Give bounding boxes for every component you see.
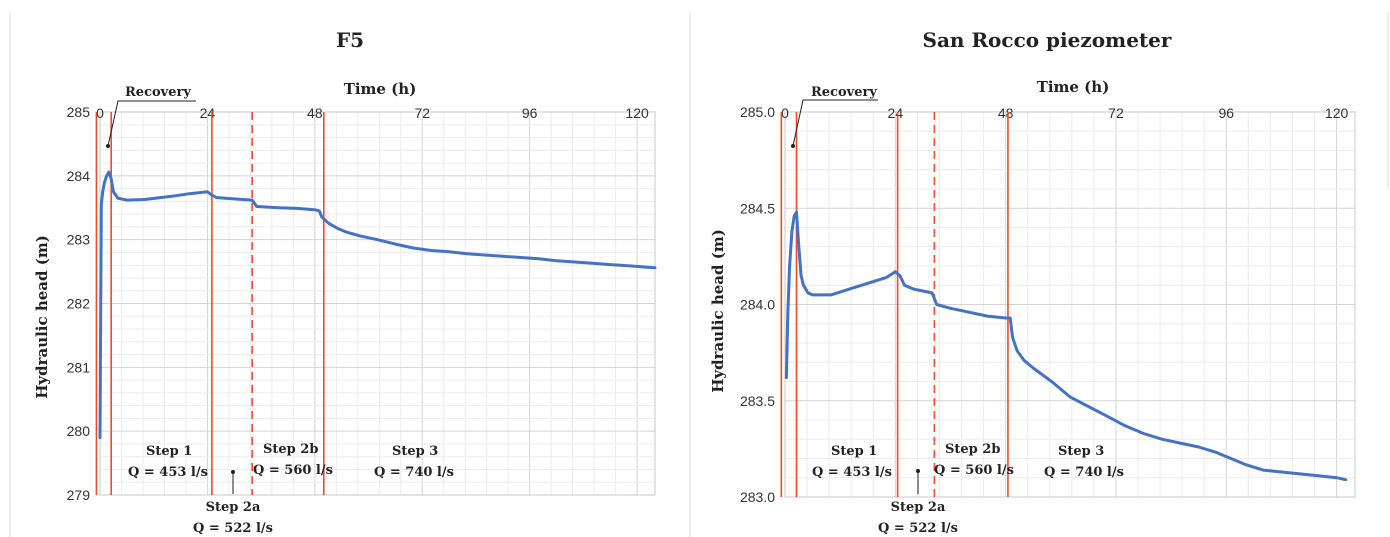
chart-f5-step2a-dot: [231, 470, 235, 474]
chart-f5: F5 Time (h) Hydraulic head (m) 0 24 48 72 96…: [33, 28, 657, 536]
chart-f5-step1-label: Step 1: [146, 444, 192, 459]
chart-f5-step2a-rate: Q = 522 l/s: [193, 521, 273, 536]
chart-san-rocco: San Rocco piezometer Time (h) Hydraulic …: [709, 28, 1356, 536]
chart-san-rocco-y-ticks: 283.0 283.5 284.0 284.5 285.0: [740, 104, 775, 505]
chart-f5-step1-rate: Q = 453 l/s: [128, 465, 208, 480]
chart-san-rocco-x-axis-label: Time (h): [1037, 78, 1110, 96]
chart-f5-step-lines: [95, 112, 325, 495]
chart-san-rocco-x-tick-label: 72: [1108, 105, 1124, 121]
chart-san-rocco-x-ticks: 0 24 48 72 96 120: [781, 105, 1348, 121]
chart-san-rocco-recovery-label: Recovery: [811, 85, 877, 100]
chart-san-rocco-step2b-rate: Q = 560 l/s: [934, 463, 1014, 478]
chart-f5-step3-label: Step 3: [392, 444, 438, 459]
chart-san-rocco-step2b-label: Step 2b: [945, 442, 1000, 457]
chart-san-rocco-step3-rate: Q = 740 l/s: [1044, 465, 1124, 480]
chart-f5-y-tick-label: 279: [67, 487, 91, 503]
chart-f5-step2b-label: Step 2b: [263, 442, 318, 457]
chart-f5-x-tick-label: 24: [200, 105, 216, 121]
chart-san-rocco-recovery-leader: [792, 99, 878, 147]
chart-f5-grid: [99, 111, 655, 496]
chart-f5-step2a-label: Step 2a: [206, 500, 261, 515]
chart-san-rocco-x-tick-label: 120: [1325, 105, 1349, 121]
chart-f5-x-tick-label: 48: [307, 105, 323, 121]
chart-f5-y-tick-label: 285: [67, 104, 91, 120]
chart-san-rocco-x-tick-label: 48: [998, 105, 1014, 121]
chart-f5-y-tick-label: 281: [67, 359, 91, 375]
chart-f5-y-tick-label: 283: [67, 232, 91, 248]
chart-f5-x-tick-label: 120: [625, 105, 649, 121]
chart-f5-y-tick-label: 282: [67, 296, 91, 312]
chart-san-rocco-y-tick-label: 284.0: [740, 297, 775, 313]
chart-san-rocco-y-axis-label: Hydraulic head (m): [709, 229, 727, 393]
chart-f5-y-ticks: 279 280 281 282 283 284 285: [67, 104, 91, 503]
chart-f5-recovery-dot: [106, 144, 110, 148]
chart-san-rocco-x-tick-label: 96: [1219, 105, 1235, 121]
chart-san-rocco-recovery-dot: [791, 144, 795, 148]
chart-f5-y-tick-label: 280: [67, 423, 91, 439]
chart-san-rocco-step-lines: [780, 112, 1009, 497]
chart-san-rocco-title: San Rocco piezometer: [923, 28, 1172, 52]
chart-san-rocco-step1-rate: Q = 453 l/s: [812, 465, 892, 480]
chart-san-rocco-series-line: [784, 210, 1348, 482]
chart-f5-recovery-leader: [107, 100, 196, 147]
chart-f5-x-tick-label: 72: [414, 105, 430, 121]
chart-f5-x-tick-label: 0: [96, 105, 104, 121]
chart-san-rocco-y-tick-label: 283.5: [740, 393, 775, 409]
chart-san-rocco-x-tick-label: 24: [888, 105, 904, 121]
chart-san-rocco-step1-label: Step 1: [831, 444, 877, 459]
chart-f5-x-ticks: 0 24 48 72 96 120: [96, 105, 649, 121]
chart-f5-step2b-rate: Q = 560 l/s: [253, 463, 333, 478]
chart-san-rocco-y-tick-label: 283.0: [740, 489, 775, 505]
chart-f5-step3-rate: Q = 740 l/s: [374, 465, 454, 480]
chart-f5-title: F5: [336, 28, 364, 52]
chart-san-rocco-grid: [784, 111, 1355, 498]
chart-f5-y-axis-label: Hydraulic head (m): [33, 235, 51, 399]
chart-san-rocco-step2a-rate: Q = 522 l/s: [878, 521, 958, 536]
chart-san-rocco-step2a-label: Step 2a: [891, 500, 946, 515]
chart-f5-series-line: [98, 170, 657, 440]
chart-san-rocco-x-tick-label: 0: [781, 105, 789, 121]
chart-san-rocco-plot-frame: [784, 111, 1356, 498]
chart-san-rocco-y-tick-label: 285.0: [740, 104, 775, 120]
chart-san-rocco-step3-label: Step 3: [1058, 444, 1104, 459]
chart-f5-recovery-label: Recovery: [125, 85, 191, 100]
chart-san-rocco-step2a-dot: [916, 469, 920, 473]
chart-f5-y-tick-label: 284: [67, 168, 91, 184]
chart-san-rocco-y-tick-label: 284.5: [740, 200, 775, 216]
chart-f5-x-tick-label: 96: [522, 105, 538, 121]
chart-f5-x-axis-label: Time (h): [344, 80, 417, 98]
